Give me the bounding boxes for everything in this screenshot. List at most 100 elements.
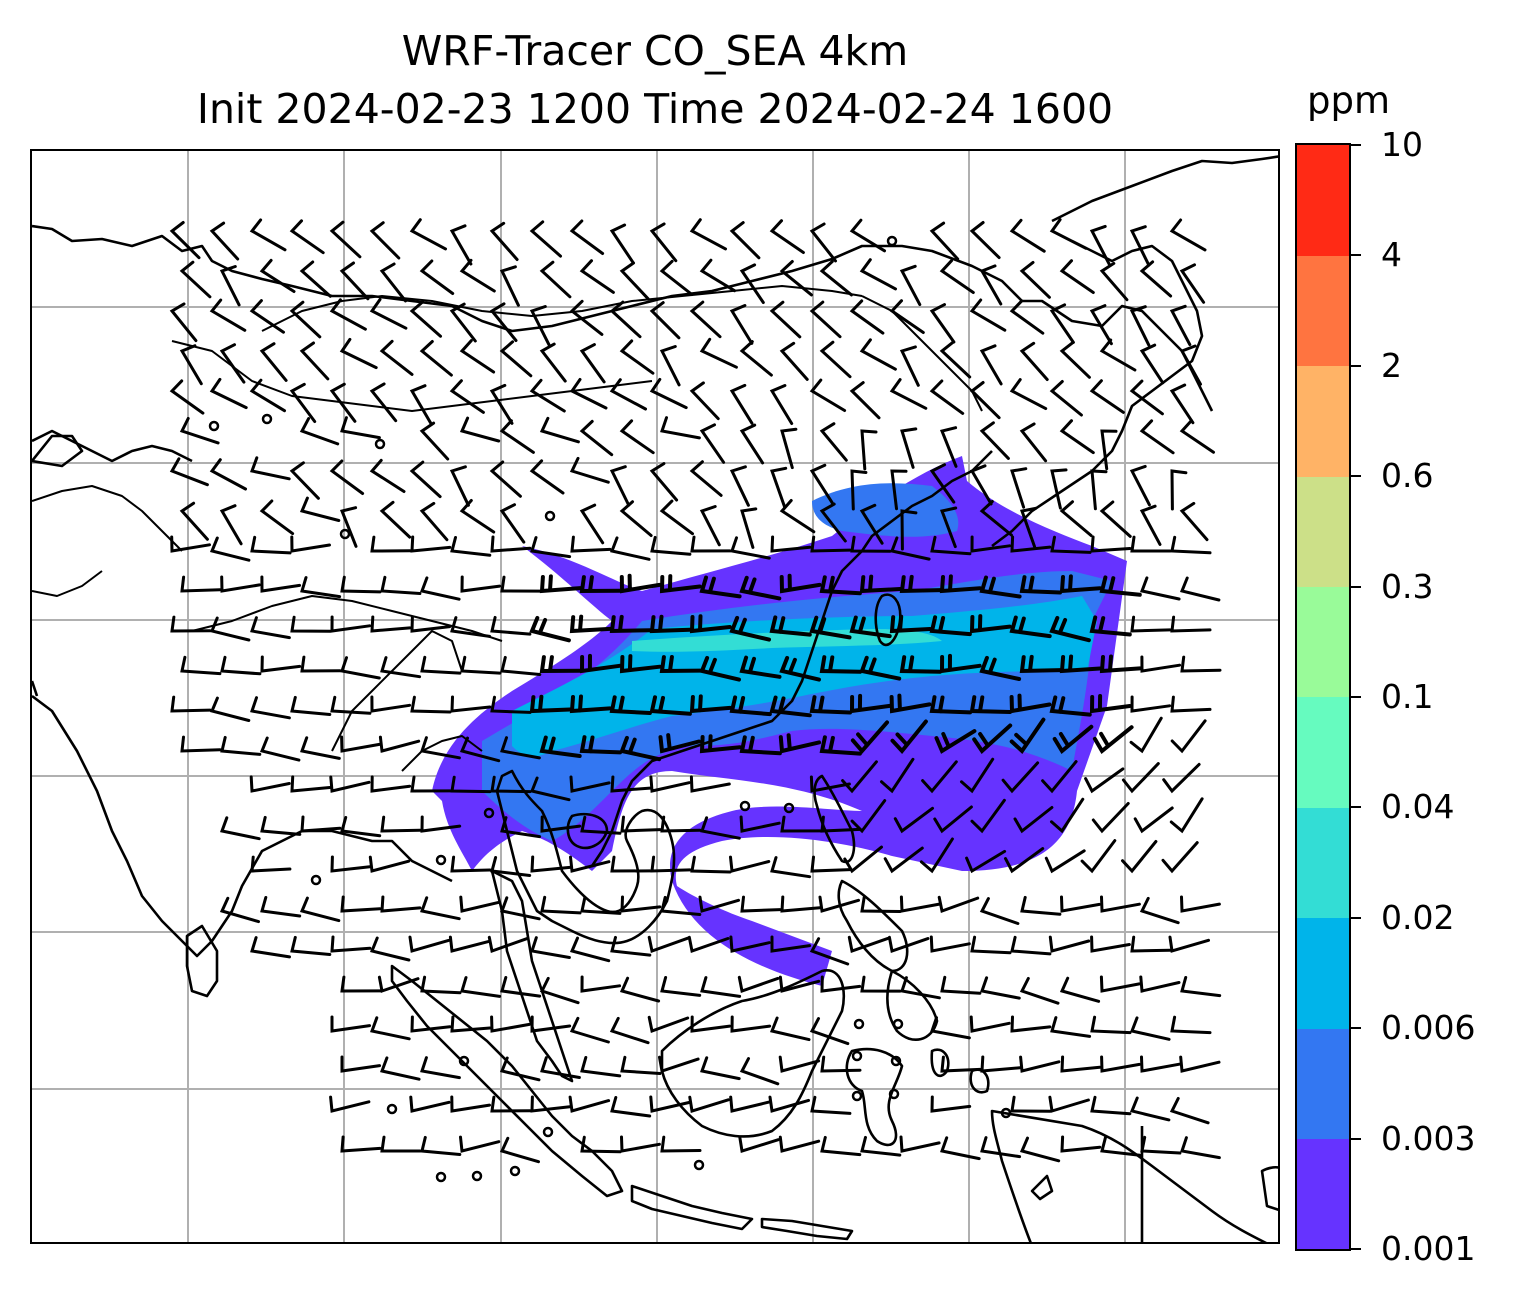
wind-barb [778,1055,821,1073]
wind-barb [1099,500,1132,538]
inland-border-5 [32,485,183,552]
wind-barb [1048,935,1091,953]
wind-barb [290,535,331,553]
wind-barb [169,379,205,415]
wind-barb [1019,1136,1061,1163]
wind-barb [1009,299,1045,335]
wind-barb [729,695,772,717]
wind-barb [919,837,954,874]
wind-barb [779,341,809,381]
wind-barb [650,855,692,873]
wind-barb [729,383,754,425]
wind-barb [580,895,622,915]
wind-barb [660,416,701,440]
wind-barb [459,499,496,534]
wind-barb [649,614,692,634]
wind-barb [1099,975,1141,993]
wind-barb [460,575,502,593]
wind-barb [1139,419,1175,455]
wind-barb [1140,1135,1182,1155]
wind-barb [1130,935,1172,953]
wind-barb [900,509,918,551]
wind-barb [1130,695,1172,713]
calm-circle [435,854,447,866]
wind-barb [1019,260,1051,299]
wind-barb [860,975,902,993]
wind-barb [1049,380,1083,417]
luzon [813,774,856,864]
wind-barb [329,775,371,793]
wind-barb [729,1095,771,1113]
colorbar-tick [1351,1248,1361,1250]
wind-barb [849,615,892,639]
wind-barb [1004,847,1045,874]
wind-barb [569,614,612,634]
wind-barb [700,1056,741,1081]
wind-barb [619,976,661,1003]
wind-barb [530,855,572,873]
wind-barb [329,298,367,331]
wind-barb [209,536,251,562]
wind-barb [460,976,502,998]
wind-barb [1099,261,1129,302]
wind-barb [568,1095,611,1113]
wind-barb [729,935,771,953]
colorbar-tick [1351,1137,1361,1140]
wind-barb [1100,1055,1141,1073]
wind-barb [490,695,532,714]
wind-barb [499,265,520,307]
wind-barb [340,816,382,838]
wind-barb [500,575,542,593]
wind-barb [769,384,794,425]
colorbar-tick-label: 0.1 [1381,677,1434,716]
colorbar-tick-label: 0.04 [1381,787,1455,827]
wind-barb [380,575,422,595]
wind-barb [370,535,412,553]
wind-barb [849,693,892,714]
wind-barb [170,535,211,553]
wind-barb [369,221,401,260]
colorbar-tick-label: 0.3 [1381,566,1434,606]
colorbar-segment [1297,917,1349,1029]
wind-barb [450,695,492,713]
calm-circle [739,800,751,812]
wind-barb [687,935,730,953]
calm-circle [544,510,556,522]
colorbar-segment [1297,1028,1349,1140]
sumatra [390,964,624,1198]
wind-barb [658,1055,700,1073]
wind-barb [1162,762,1201,794]
wind-barb [933,805,973,834]
map-panel[interactable] [30,149,1280,1244]
wind-barb [530,936,571,959]
wind-barb [580,1135,622,1154]
wind-barb [699,423,726,464]
wind-barb [569,219,605,255]
wind-barb [340,656,381,680]
wind-barb [1139,576,1181,601]
wind-barb [939,506,958,549]
wind-barb [859,338,897,371]
wind-barb [490,775,532,794]
wind-barb [580,975,622,993]
wind-barb [1080,839,1117,874]
wind-barb [249,378,286,413]
wind-barb [820,1135,862,1157]
wind-barb [579,575,622,594]
wind-barb [378,735,421,753]
wind-barb [619,261,650,301]
wind-barb [609,223,635,265]
wind-barb [780,815,822,833]
wind-barb [419,259,455,295]
wind-barb [209,696,251,722]
wind-barb [1049,616,1091,643]
wind-barb [1130,615,1172,633]
colorbar-tick [1351,254,1361,257]
wind-barb [1050,468,1068,510]
wind-barb [340,895,382,913]
calm-circle [310,874,322,886]
timor [1030,1174,1054,1201]
wind-barb [299,496,341,522]
wind-barb [1139,343,1165,385]
wind-barb [979,421,1010,460]
